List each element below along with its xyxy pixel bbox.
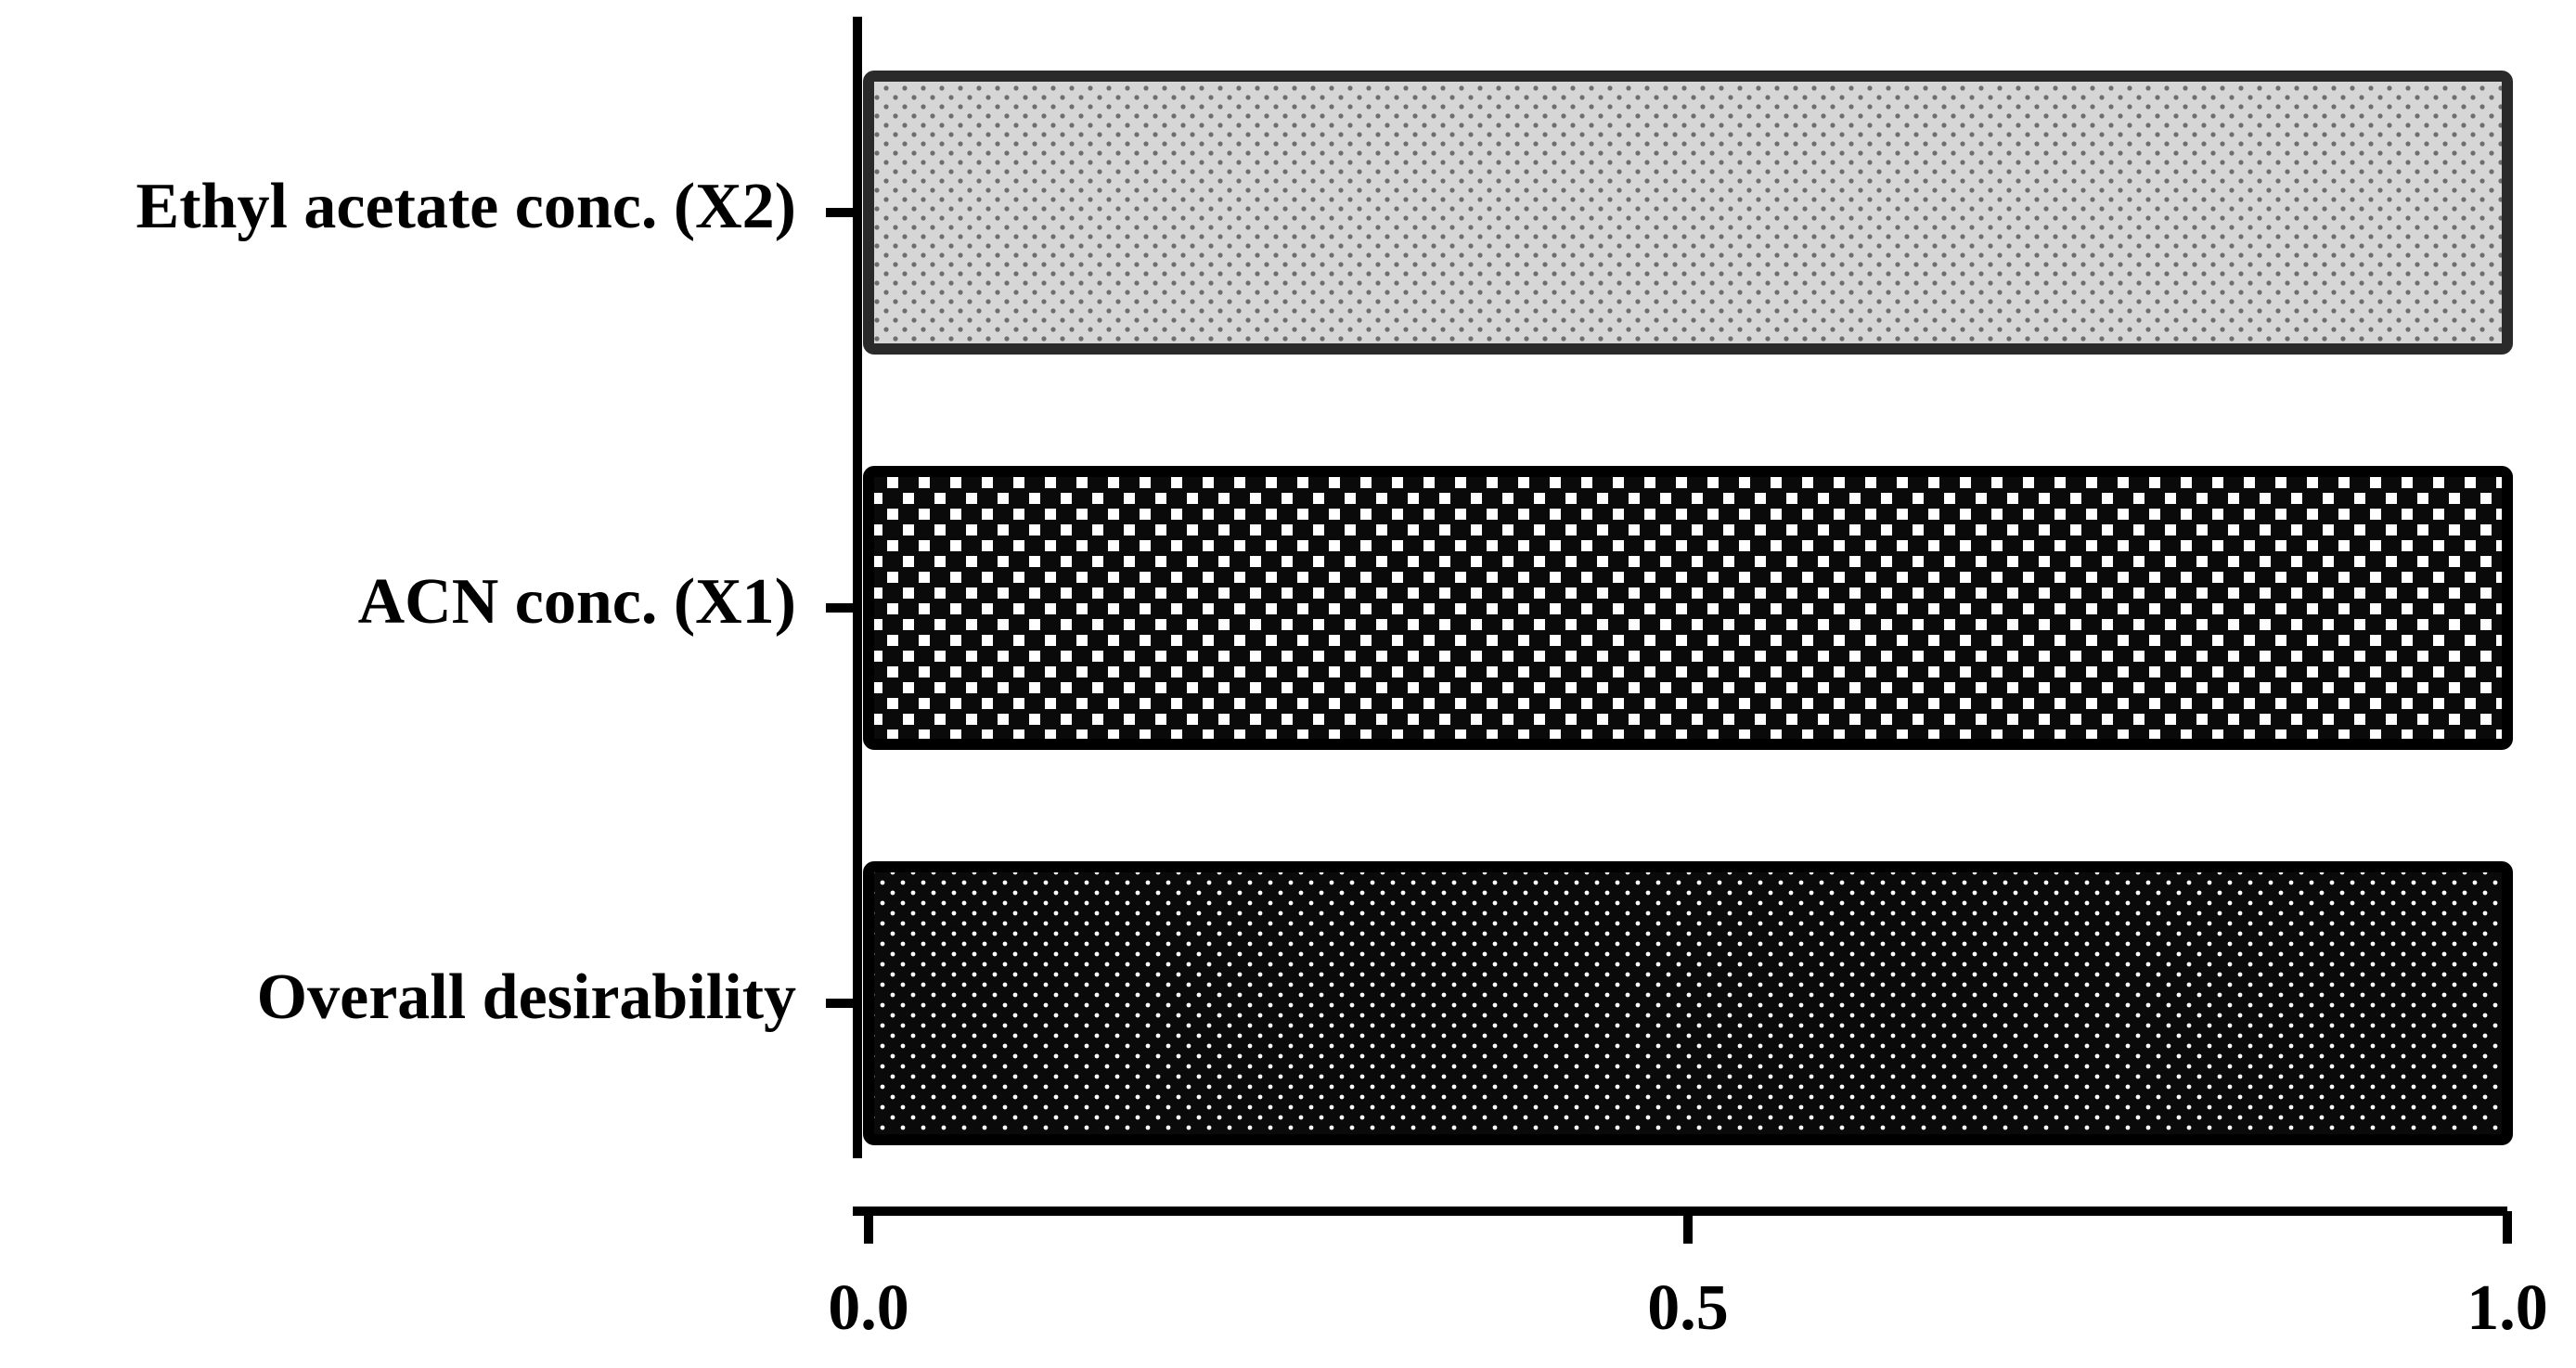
bar-overall-desirability xyxy=(863,861,2513,1145)
x-tick-label-2: 1.0 xyxy=(2467,1272,2548,1344)
y-ticks-group: Ethyl acetate conc. (X2) ACN conc. (X1) Ov… xyxy=(136,171,857,1033)
y-tick-label-ethyl-acetate-conc-x2: Ethyl acetate conc. (X2) xyxy=(136,171,796,242)
x-tick-label-0: 0.0 xyxy=(828,1272,909,1344)
bars-group xyxy=(863,71,2513,1145)
y-tick-label-acn-conc-x1: ACN conc. (X1) xyxy=(358,566,796,638)
y-tick-label-overall-desirability: Overall desirability xyxy=(257,961,796,1033)
x-ticks-group: 0.0 0.5 1.0 xyxy=(828,1211,2548,1344)
x-tick-label-1: 0.5 xyxy=(1647,1272,1729,1344)
bar-acn-conc-x1 xyxy=(863,466,2513,750)
bar-ethyl-acetate-conc-x2 xyxy=(863,71,2513,355)
